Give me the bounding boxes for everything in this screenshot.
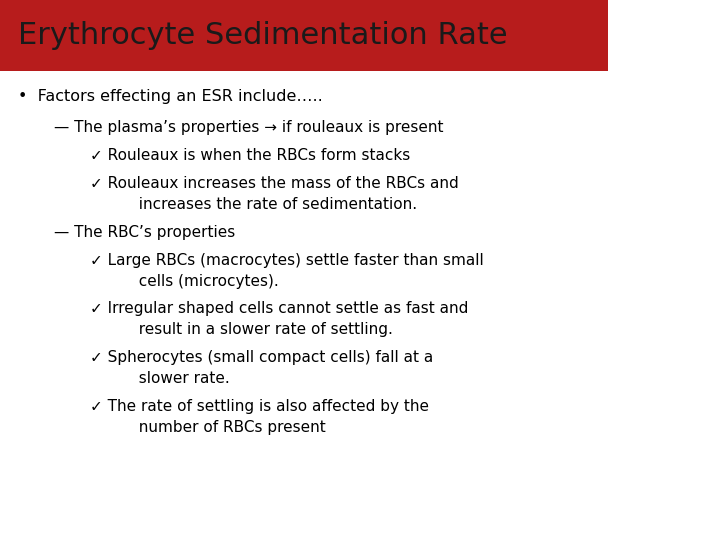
Text: ✓ Irregular shaped cells cannot settle as fast and
          result in a slower : ✓ Irregular shaped cells cannot settle a…: [90, 301, 469, 338]
Text: ✓ Rouleaux increases the mass of the RBCs and
          increases the rate of se: ✓ Rouleaux increases the mass of the RBC…: [90, 176, 459, 212]
Text: ✓ The rate of settling is also affected by the
          number of RBCs present: ✓ The rate of settling is also affected …: [90, 399, 429, 435]
Text: ✓ Rouleaux is when the RBCs form stacks: ✓ Rouleaux is when the RBCs form stacks: [90, 148, 410, 163]
Text: — The plasma’s properties → if rouleaux is present: — The plasma’s properties → if rouleaux …: [54, 120, 444, 135]
Text: — The RBC’s properties: — The RBC’s properties: [54, 225, 235, 240]
FancyBboxPatch shape: [0, 0, 608, 71]
Text: ✓ Large RBCs (macrocytes) settle faster than small
          cells (microcytes).: ✓ Large RBCs (macrocytes) settle faster …: [90, 253, 484, 289]
Text: Erythrocyte Sedimentation Rate: Erythrocyte Sedimentation Rate: [18, 21, 508, 50]
Text: ✓ Spherocytes (small compact cells) fall at a
          slower rate.: ✓ Spherocytes (small compact cells) fall…: [90, 350, 433, 386]
Text: •  Factors effecting an ESR include…..: • Factors effecting an ESR include…..: [18, 89, 323, 104]
